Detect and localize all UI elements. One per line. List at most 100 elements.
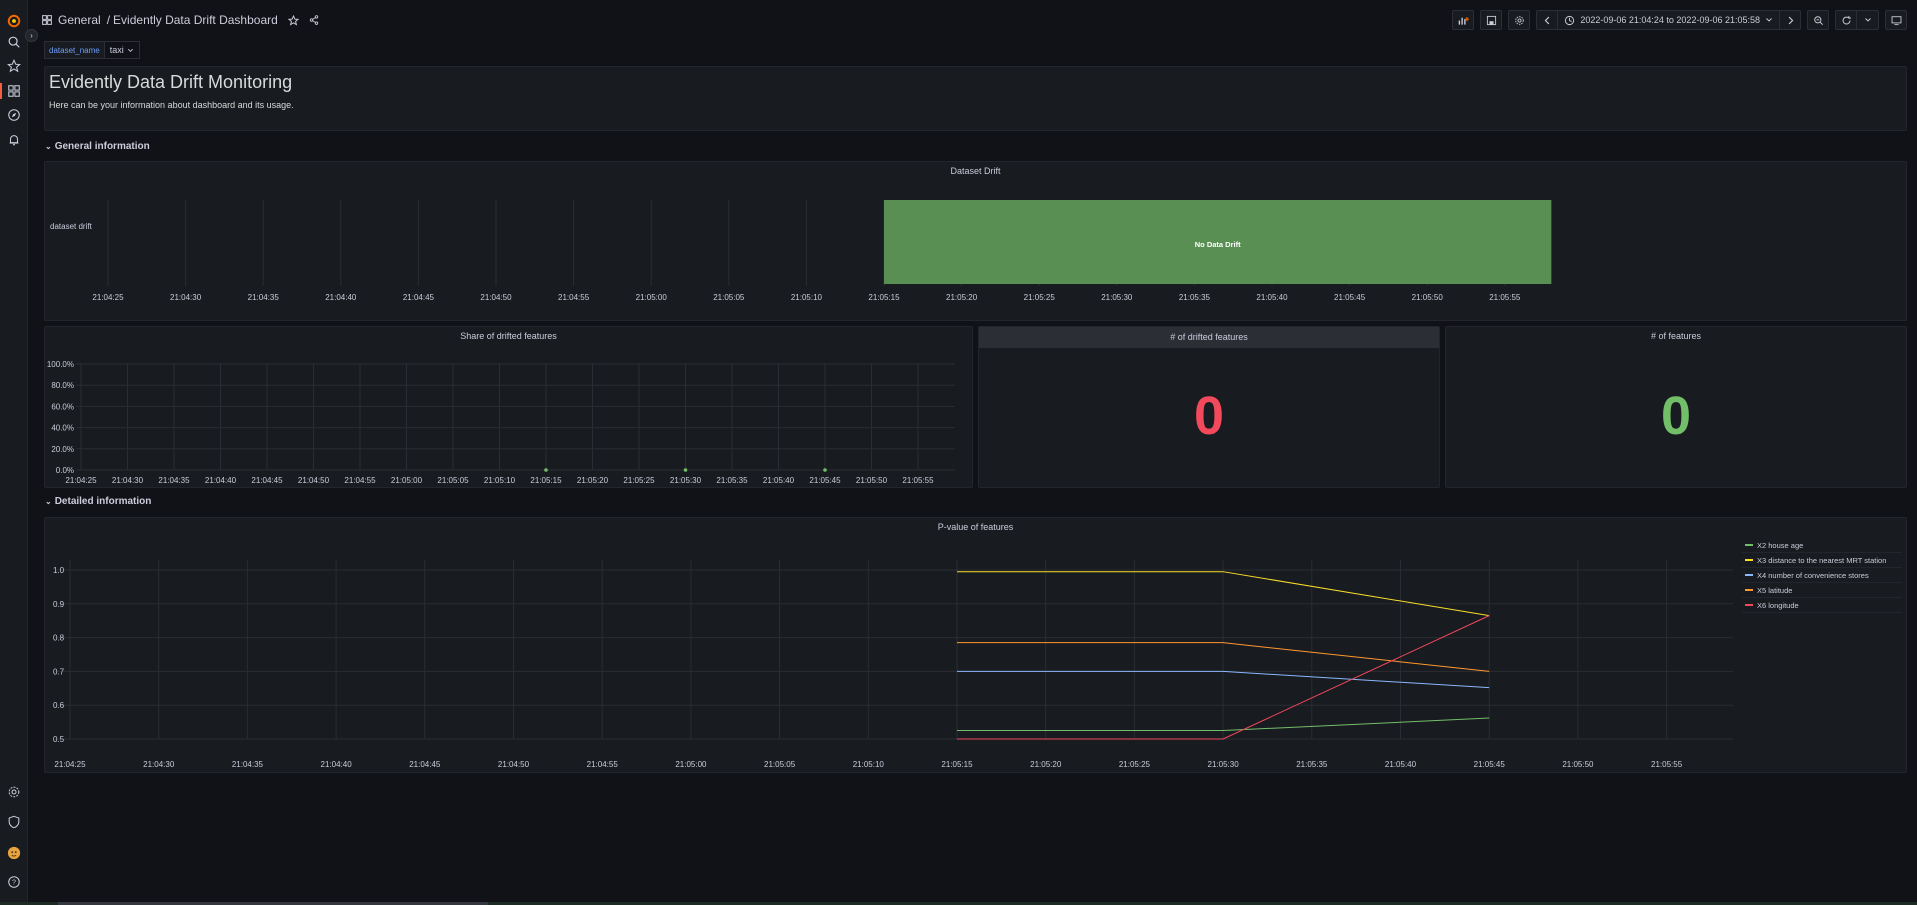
x-tick-label: 21:05:10 — [484, 476, 516, 485]
series-line — [957, 717, 1490, 732]
x-tick-label: 21:05:45 — [1334, 293, 1366, 302]
x-tick-label: 21:05:35 — [716, 476, 748, 485]
x-tick-label: 21:05:00 — [636, 293, 668, 302]
x-tick-label: 21:04:55 — [587, 760, 619, 769]
x-tick-label: 21:04:50 — [298, 476, 330, 485]
chevron-down-icon — [1766, 18, 1772, 22]
legend-item[interactable]: X4 number of convenience stores — [1742, 568, 1902, 583]
stat-value: 0 — [1193, 386, 1225, 446]
time-range-picker[interactable]: 2022-09-06 21:04:24 to 2022-09-06 21:05:… — [1558, 10, 1779, 30]
x-tick-label: 21:05:55 — [1489, 293, 1521, 302]
x-tick-label: 21:05:40 — [763, 476, 795, 485]
x-tick-label: 21:05:40 — [1385, 760, 1417, 769]
x-tick-label: 21:05:00 — [391, 476, 423, 485]
star-icon[interactable] — [287, 14, 299, 26]
gear-icon[interactable] — [6, 784, 22, 800]
chevron-down-icon — [127, 48, 133, 52]
legend-item[interactable]: X2 house age — [1742, 538, 1902, 553]
explore-icon[interactable] — [6, 107, 22, 123]
series-line — [957, 670, 1490, 689]
dashboard-settings-button[interactable] — [1508, 10, 1531, 30]
avatar[interactable] — [6, 845, 22, 861]
y-tick-label: 0.7 — [53, 667, 65, 676]
x-tick-label: 21:04:45 — [251, 476, 283, 485]
y-tick-label: 40.0% — [51, 424, 74, 433]
share-icon[interactable] — [309, 15, 319, 25]
x-tick-label: 21:05:20 — [946, 293, 978, 302]
x-tick-label: 21:05:15 — [941, 760, 973, 769]
legend-label: X4 number of convenience stores — [1757, 570, 1869, 580]
y-tick-label: 0.0% — [56, 466, 74, 475]
row-title: General information — [54, 141, 150, 152]
x-tick-label: 21:05:50 — [1412, 293, 1444, 302]
x-tick-label: 21:05:50 — [1562, 760, 1594, 769]
x-tick-label: 21:05:05 — [713, 293, 745, 302]
p-value-chart: 0.5 0.6 0.7 0.8 0.9 1.0 21:04:25 21:04:30 21:04:… — [53, 560, 1733, 769]
x-tick-label: 21:04:50 — [498, 760, 530, 769]
x-tick-label: 21:05:45 — [1474, 760, 1506, 769]
data-point — [823, 468, 827, 472]
help-icon[interactable]: ? — [6, 874, 22, 890]
row-general-information[interactable]: ⌄ General information — [45, 141, 150, 152]
bottom-bar — [0, 902, 1917, 905]
y-tick-label: 20.0% — [51, 445, 74, 454]
panel-title: # of features — [1650, 331, 1702, 341]
share-drifted-panel[interactable]: Share of drifted features 0.0% 20.0% 40.0%… — [44, 326, 973, 488]
state-bar — [884, 200, 1552, 284]
refresh-button[interactable] — [1835, 10, 1857, 30]
zoom-out-button[interactable] — [1807, 10, 1829, 30]
x-tick-label: 21:04:55 — [344, 476, 376, 485]
x-tick-label: 21:04:30 — [170, 293, 202, 302]
variable-select-dataset-name[interactable]: taxi — [104, 41, 140, 59]
x-tick-label: 21:05:15 — [530, 476, 562, 485]
zoom-out-icon — [1813, 15, 1823, 25]
drifted-count-panel[interactable]: # of drifted features 0 — [978, 326, 1440, 488]
sidebar-expand-button[interactable]: › — [25, 29, 38, 42]
active-indicator — [0, 83, 2, 99]
panel-header-hover — [979, 327, 1439, 348]
grafana-logo-icon[interactable] — [6, 13, 22, 29]
save-dashboard-button[interactable] — [1480, 10, 1503, 30]
y-tick-label: 60.0% — [51, 402, 74, 411]
y-tick-label: 0.6 — [53, 701, 65, 710]
x-tick-label: 21:04:50 — [480, 293, 512, 302]
refresh-icon — [1842, 15, 1851, 24]
legend-label: X2 house age — [1757, 540, 1804, 550]
series-line — [957, 571, 1490, 617]
shield-icon[interactable] — [6, 814, 22, 830]
legend-swatch — [1745, 574, 1753, 576]
variable-value: taxi — [109, 45, 124, 55]
variable-label: dataset_name — [44, 41, 105, 59]
x-tick-label: 21:04:25 — [54, 760, 86, 769]
panel-title: # of drifted features — [1170, 332, 1248, 342]
bell-icon[interactable] — [6, 132, 22, 148]
dashboard-title[interactable]: Evidently Data Drift Dashboard — [113, 13, 278, 27]
breadcrumb-folder[interactable]: General — [58, 13, 101, 27]
add-panel-button[interactable] — [1452, 10, 1475, 30]
stat-value: 0 — [1660, 386, 1692, 446]
p-value-panel[interactable]: P-value of features 0.5 0.6 0.7 0.8 0.9 1.0 21… — [44, 517, 1907, 773]
clock-icon — [1565, 15, 1575, 25]
legend-item[interactable]: X6 longitude — [1742, 598, 1902, 613]
legend-item[interactable]: X3 distance to the nearest MRT station — [1742, 553, 1902, 568]
dataset-drift-panel[interactable]: Dataset Drift 21:04:25 21:04:30 21:04:35 21… — [44, 161, 1907, 321]
breadcrumb-separator: / — [106, 13, 111, 27]
x-tick-label: 21:05:15 — [868, 293, 900, 302]
legend-swatch — [1745, 559, 1753, 561]
dashboards-icon[interactable] — [6, 83, 22, 99]
star-icon[interactable] — [6, 58, 22, 74]
time-shift-back-button[interactable] — [1536, 10, 1559, 30]
row-detailed-information[interactable]: ⌄ Detailed information — [45, 496, 151, 507]
chevron-down-icon — [1864, 18, 1871, 22]
features-count-panel[interactable]: # of features 0 — [1445, 326, 1907, 488]
tv-mode-button[interactable] — [1885, 10, 1907, 30]
search-icon[interactable] — [6, 34, 22, 50]
state-timeline-chart: 21:04:25 21:04:30 21:04:35 21:04:40 21:04:45… — [50, 200, 1552, 302]
x-tick-label: 21:04:35 — [232, 760, 264, 769]
time-shift-forward-button[interactable] — [1779, 10, 1801, 30]
legend-item[interactable]: X5 latitude — [1742, 583, 1902, 598]
x-tick-label: 21:05:25 — [1024, 293, 1056, 302]
y-tick-label: 1.0 — [53, 566, 65, 575]
horizontal-scrollbar[interactable] — [58, 902, 488, 905]
refresh-interval-dropdown[interactable] — [1857, 10, 1879, 30]
